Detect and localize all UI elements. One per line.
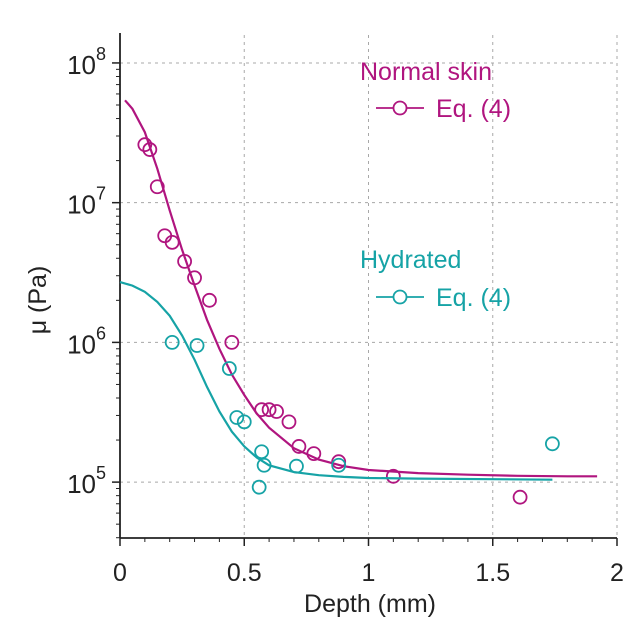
legend-marker bbox=[392, 289, 408, 305]
data-point bbox=[331, 457, 347, 473]
fit-curve bbox=[124, 99, 598, 478]
data-point bbox=[254, 444, 270, 460]
data-point bbox=[291, 439, 307, 454]
data-point bbox=[385, 468, 401, 484]
data-point bbox=[177, 253, 193, 269]
data-point bbox=[261, 402, 277, 418]
data-point bbox=[281, 414, 297, 430]
legend-marker bbox=[392, 100, 408, 116]
data-point bbox=[189, 338, 205, 353]
y-axis-label: μ (Pa) bbox=[24, 266, 52, 335]
series-hydrated bbox=[119, 281, 560, 495]
data-point bbox=[164, 334, 180, 350]
fit-curve bbox=[119, 281, 553, 481]
series-normal-skin bbox=[124, 99, 598, 505]
legend-normal-skin: Normal skin Eq. (4) bbox=[360, 58, 511, 123]
axes bbox=[112, 33, 618, 546]
y-tick-label: 106 bbox=[67, 323, 106, 359]
data-point bbox=[224, 334, 240, 350]
data-point bbox=[254, 402, 270, 418]
legend: Normal skin Eq. (4) Hydrated Eq. (4) bbox=[360, 58, 511, 312]
legend-entry: Eq. (4) bbox=[436, 284, 511, 312]
data-point bbox=[221, 361, 237, 376]
y-tick-label: 107 bbox=[67, 184, 106, 220]
x-axis-label: Depth (mm) bbox=[304, 590, 436, 618]
data-point bbox=[187, 270, 202, 286]
legend-entry: Eq. (4) bbox=[436, 95, 511, 123]
data-point bbox=[306, 446, 322, 461]
tick-labels: 0 0.5 1 1.5 2 105 106 107 108 bbox=[67, 44, 623, 587]
series-layer bbox=[119, 99, 598, 505]
data-point bbox=[512, 489, 528, 505]
x-tick-label: 1 bbox=[362, 559, 376, 587]
x-tick-label: 2 bbox=[610, 559, 623, 587]
x-tick-label: 0.5 bbox=[227, 559, 262, 587]
legend-title: Hydrated bbox=[360, 246, 461, 274]
legend-hydrated: Hydrated Eq. (4) bbox=[360, 246, 511, 312]
data-point bbox=[142, 142, 158, 157]
data-point bbox=[289, 458, 304, 474]
y-tick-label: 105 bbox=[67, 463, 106, 499]
data-point bbox=[236, 414, 252, 430]
legend-title: Normal skin bbox=[360, 58, 492, 86]
y-tick-label: 108 bbox=[67, 44, 106, 80]
grid bbox=[120, 35, 618, 538]
data-point bbox=[256, 457, 272, 473]
data-point bbox=[251, 479, 267, 495]
data-point bbox=[269, 404, 284, 419]
data-point bbox=[202, 292, 217, 308]
data-point bbox=[229, 410, 245, 425]
data-point bbox=[164, 234, 180, 250]
x-tick-label: 1.5 bbox=[475, 559, 510, 587]
data-point bbox=[544, 436, 560, 452]
x-tick-label: 0 bbox=[113, 559, 127, 587]
data-point bbox=[137, 137, 153, 153]
data-point bbox=[149, 179, 165, 195]
data-point bbox=[331, 454, 347, 470]
